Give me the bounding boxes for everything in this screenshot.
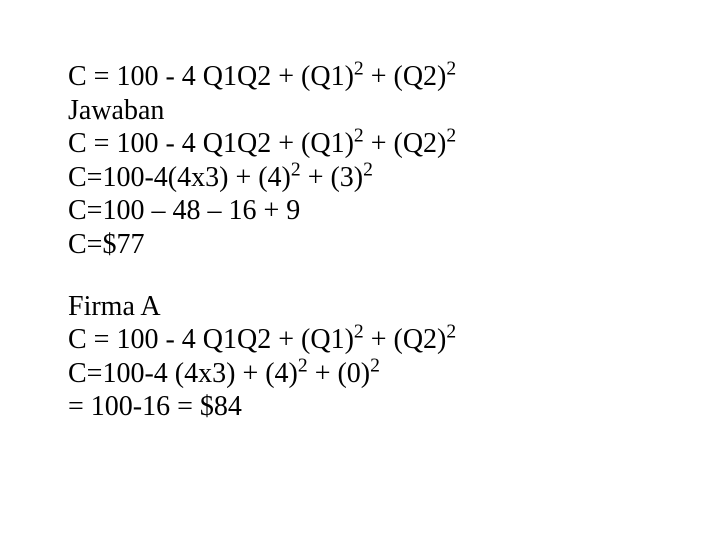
exponent: 2 (446, 126, 456, 147)
text: Jawaban (68, 95, 164, 126)
eq-line: C = 100 - 4 Q1Q2 + (Q1)2 + (Q2)2 (68, 127, 720, 161)
heading-line: Firma A (68, 290, 720, 324)
heading-line: Jawaban (68, 94, 720, 128)
text: C=$77 (68, 229, 144, 260)
eq-line: C=100 – 48 – 16 + 9 (68, 194, 720, 228)
text: C=100-4(4x3) + (4) (68, 162, 291, 193)
eq-line: C = 100 - 4 Q1Q2 + (Q1)2 + (Q2)2 (68, 60, 720, 94)
text: + (0) (308, 358, 370, 389)
text: + (Q2) (364, 324, 447, 355)
text: C = 100 - 4 Q1Q2 + (Q1) (68, 324, 354, 355)
exponent: 2 (370, 355, 380, 376)
exponent: 2 (363, 159, 373, 180)
eq-line: C=100-4 (4x3) + (4)2 + (0)2 (68, 357, 720, 391)
text: C=100-4 (4x3) + (4) (68, 358, 298, 389)
text: C=100 – 48 – 16 + 9 (68, 195, 300, 226)
exponent: 2 (446, 59, 456, 80)
text: + (Q2) (364, 61, 447, 92)
eq-line: C=100-4(4x3) + (4)2 + (3)2 (68, 161, 720, 195)
text: C = 100 - 4 Q1Q2 + (Q1) (68, 128, 354, 159)
document-page: C = 100 - 4 Q1Q2 + (Q1)2 + (Q2)2 Jawaban… (0, 0, 720, 424)
result-line: C=$77 (68, 228, 720, 262)
text: = 100-16 = $84 (68, 391, 242, 422)
eq-line: C = 100 - 4 Q1Q2 + (Q1)2 + (Q2)2 (68, 323, 720, 357)
text: + (Q2) (364, 128, 447, 159)
exponent: 2 (354, 59, 364, 80)
paragraph-gap (68, 262, 720, 290)
text: C = 100 - 4 Q1Q2 + (Q1) (68, 61, 354, 92)
exponent: 2 (446, 322, 456, 343)
exponent: 2 (354, 322, 364, 343)
result-line: = 100-16 = $84 (68, 390, 720, 424)
text: + (3) (301, 162, 363, 193)
exponent: 2 (354, 126, 364, 147)
exponent: 2 (291, 159, 301, 180)
exponent: 2 (298, 355, 308, 376)
text: Firma A (68, 291, 161, 322)
